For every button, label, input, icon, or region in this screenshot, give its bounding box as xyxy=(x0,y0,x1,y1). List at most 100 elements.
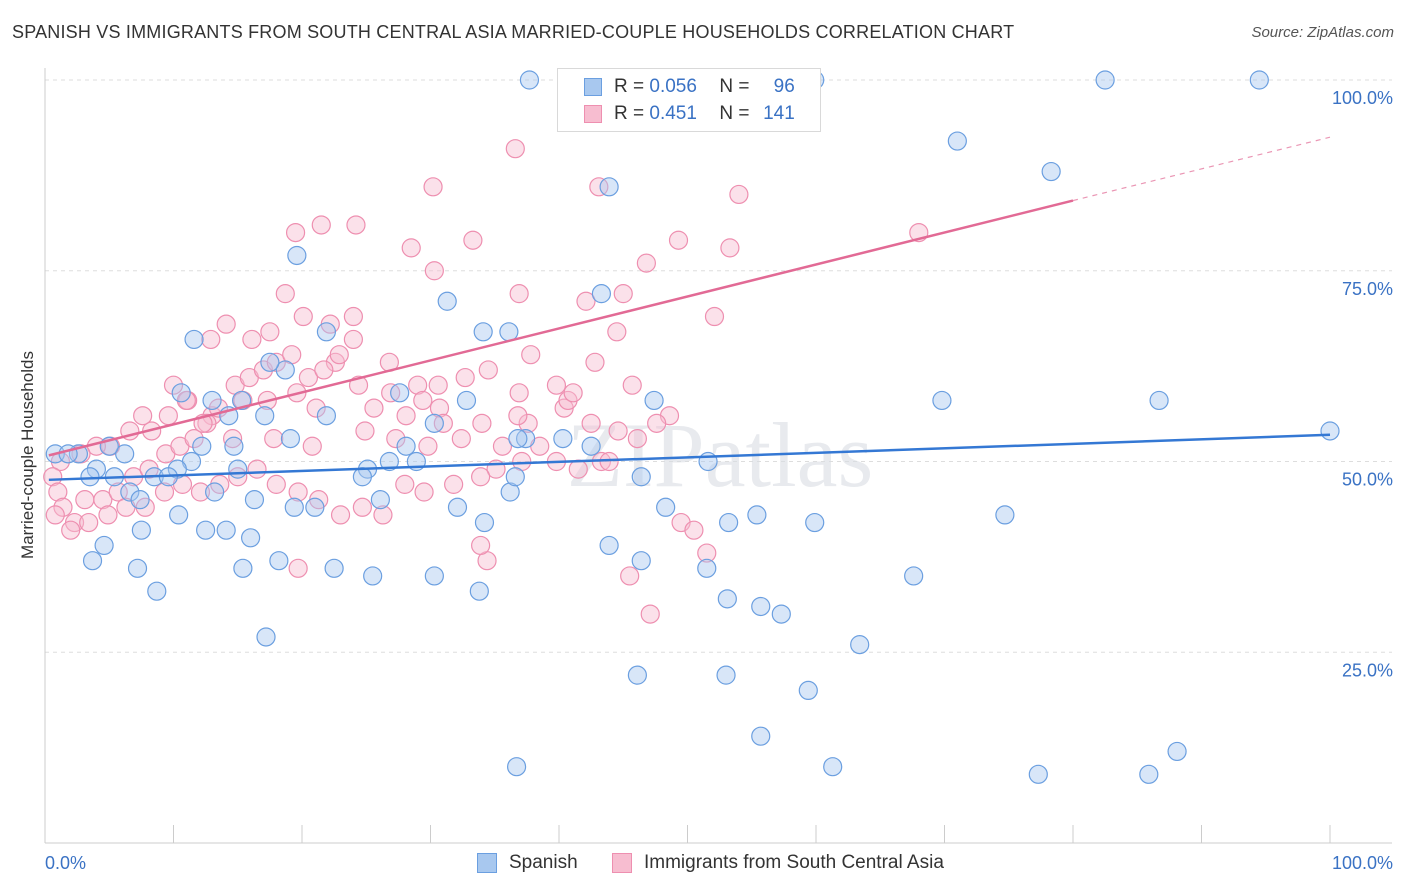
point-spanish xyxy=(169,505,189,525)
point-immigrants xyxy=(546,375,567,395)
point-spanish xyxy=(396,436,416,456)
y-tick-label: 100.0% xyxy=(1332,88,1393,108)
point-spanish xyxy=(269,551,289,571)
point-spanish xyxy=(305,497,325,517)
trend-line xyxy=(48,199,1074,457)
point-immigrants xyxy=(98,505,118,525)
legend-item-spanish[interactable]: Spanish xyxy=(477,852,578,874)
point-immigrants xyxy=(53,497,73,517)
point-immigrants xyxy=(43,467,63,487)
point-spanish xyxy=(751,596,771,617)
point-spanish xyxy=(1249,70,1269,90)
point-immigrants xyxy=(401,238,421,258)
legend-label-spanish: Spanish xyxy=(509,852,578,873)
point-spanish xyxy=(233,558,253,578)
legend-item-immigrants[interactable]: Immigrants from South Central Asia xyxy=(612,852,944,874)
legend-n-value: 96 xyxy=(773,76,795,97)
point-spanish xyxy=(631,551,651,571)
point-spanish xyxy=(644,390,664,411)
point-immigrants xyxy=(471,535,491,556)
point-spanish xyxy=(515,429,536,449)
point-immigrants xyxy=(306,398,326,418)
point-spanish xyxy=(553,429,573,449)
point-spanish xyxy=(581,436,601,456)
series-legend: Spanish Immigrants from South Central As… xyxy=(0,852,1406,878)
point-immigrants xyxy=(444,474,464,494)
point-spanish xyxy=(131,520,151,540)
point-spanish xyxy=(147,581,167,601)
point-immigrants xyxy=(288,482,308,502)
point-spanish xyxy=(1028,764,1048,784)
point-immigrants xyxy=(364,398,384,418)
point-spanish xyxy=(1149,390,1169,411)
point-spanish xyxy=(370,490,390,510)
point-immigrants xyxy=(343,306,363,327)
point-spanish xyxy=(599,177,619,197)
point-immigrants xyxy=(518,413,538,433)
legend-n-label: N = xyxy=(719,103,750,124)
point-immigrants xyxy=(293,306,313,327)
point-immigrants xyxy=(48,482,68,502)
point-spanish xyxy=(798,680,818,701)
points-immigrants xyxy=(43,139,929,624)
point-immigrants xyxy=(329,345,349,365)
point-spanish xyxy=(424,413,444,433)
point-spanish xyxy=(627,665,647,685)
point-spanish xyxy=(508,429,528,449)
point-immigrants xyxy=(330,505,351,525)
point-spanish xyxy=(716,665,736,685)
point-immigrants xyxy=(154,482,175,502)
point-immigrants xyxy=(508,406,528,426)
point-immigrants xyxy=(190,482,211,502)
point-spanish xyxy=(379,451,399,472)
point-spanish xyxy=(244,490,265,510)
point-immigrants xyxy=(223,429,243,449)
y-tick-label: 25.0% xyxy=(1342,660,1393,680)
point-immigrants xyxy=(418,436,438,456)
point-immigrants xyxy=(311,215,331,235)
point-spanish xyxy=(255,406,275,426)
legend-label-immigrants: Immigrants from South Central Asia xyxy=(644,852,944,873)
point-immigrants xyxy=(75,490,95,510)
point-immigrants xyxy=(471,467,491,487)
point-immigrants xyxy=(429,398,450,418)
point-spanish xyxy=(447,497,468,517)
point-immigrants xyxy=(201,329,221,350)
points-spanish xyxy=(45,70,1340,784)
point-spanish xyxy=(216,520,236,540)
point-spanish xyxy=(256,627,276,647)
point-immigrants xyxy=(408,375,428,395)
chart-title: SPANISH VS IMMIGRANTS FROM SOUTH CENTRAL… xyxy=(12,22,1015,42)
point-spanish xyxy=(505,467,525,487)
point-immigrants xyxy=(697,543,717,563)
point-spanish xyxy=(591,284,612,304)
y-tick-label: 75.0% xyxy=(1342,279,1393,299)
point-spanish xyxy=(850,635,870,655)
point-spanish xyxy=(205,482,225,502)
point-immigrants xyxy=(285,223,306,243)
source-label: Source: ZipAtlas.com xyxy=(1251,24,1394,41)
point-immigrants xyxy=(343,329,363,350)
point-spanish xyxy=(280,429,301,449)
point-immigrants xyxy=(636,253,656,273)
point-immigrants xyxy=(93,490,113,510)
point-spanish xyxy=(771,604,791,624)
point-immigrants xyxy=(352,497,372,517)
point-immigrants xyxy=(413,390,433,411)
point-spanish xyxy=(719,512,739,533)
point-spanish xyxy=(120,482,140,502)
legend-swatch-spanish xyxy=(584,78,602,96)
point-immigrants xyxy=(585,352,605,372)
axes xyxy=(44,68,1392,844)
legend-r-label: R = xyxy=(614,103,645,124)
trend-lines xyxy=(48,136,1331,482)
point-spanish xyxy=(751,726,771,746)
x-tick-label: 100.0% xyxy=(1332,853,1393,873)
point-spanish xyxy=(519,70,540,90)
point-immigrants xyxy=(472,413,492,433)
point-spanish xyxy=(473,322,493,342)
point-immigrants xyxy=(79,512,99,533)
point-immigrants xyxy=(627,429,647,449)
point-spanish xyxy=(260,352,280,372)
